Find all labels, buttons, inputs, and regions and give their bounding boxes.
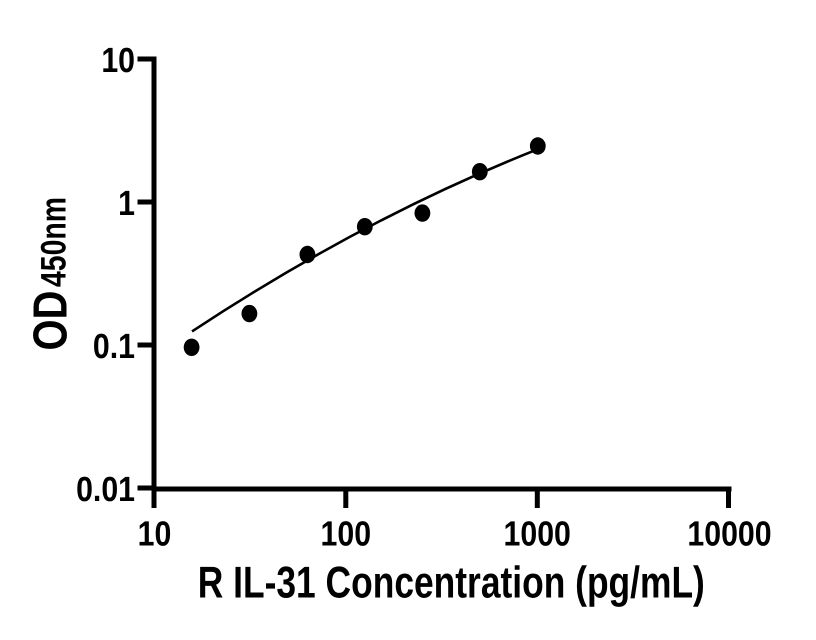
- svg-text:10000: 10000: [687, 515, 771, 554]
- svg-text:0.01: 0.01: [76, 470, 135, 509]
- svg-text:1000: 1000: [504, 515, 571, 554]
- svg-text:0.1: 0.1: [93, 327, 135, 366]
- svg-text:10: 10: [138, 515, 172, 554]
- svg-text:100: 100: [321, 515, 372, 554]
- svg-text:R IL-31 Concentration (pg/mL): R IL-31 Concentration (pg/mL): [198, 559, 705, 608]
- svg-text:10: 10: [101, 41, 135, 80]
- svg-text:1: 1: [118, 184, 135, 223]
- svg-text:450nm: 450nm: [34, 197, 74, 287]
- svg-text:OD: OD: [22, 291, 76, 351]
